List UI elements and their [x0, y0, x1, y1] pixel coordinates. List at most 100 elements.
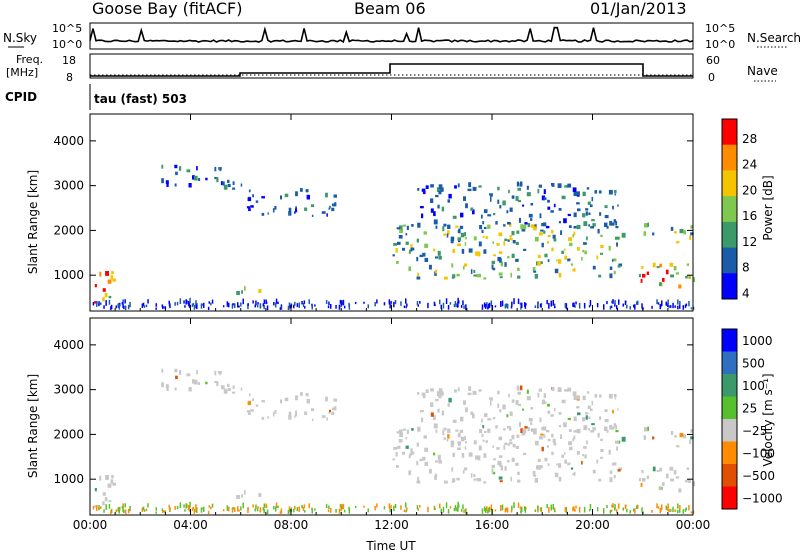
velocity-cell: [674, 509, 676, 512]
power-cell: [376, 299, 378, 304]
velocity-cell: [195, 508, 197, 513]
power-cell: [448, 193, 452, 199]
velocity-cell: [637, 504, 639, 509]
power-cell: [568, 225, 572, 228]
velocity-cell: [263, 508, 265, 514]
power-cell: [483, 277, 487, 280]
velocity-cell: [616, 509, 618, 514]
power-cell: [588, 305, 591, 308]
power-cell: [463, 305, 465, 309]
power-cell: [430, 184, 434, 188]
velocity-cell: [598, 478, 602, 482]
power-cell: [484, 226, 487, 229]
velocity-cell: [613, 423, 617, 427]
velocity-cell: [478, 445, 482, 451]
velocity-cell: [500, 505, 502, 511]
velocity-cell: [111, 475, 114, 479]
power-cell: [500, 301, 502, 307]
power-cell: [647, 222, 649, 227]
power-cell: [506, 303, 509, 309]
power-cell: [402, 224, 407, 227]
velocity-cell: [389, 508, 391, 513]
velocity-cell: [583, 425, 588, 431]
power-cell: [409, 249, 411, 254]
velocity-cell: [511, 505, 513, 511]
velocity-cell: [427, 506, 429, 513]
power-cell: [339, 299, 342, 304]
velocity-cell: [656, 470, 660, 473]
velocity-cell: [615, 440, 619, 444]
velocity-cell: [478, 389, 482, 392]
velocity-cell: [521, 506, 523, 512]
power-cell: [325, 192, 328, 198]
power-cell: [494, 305, 497, 308]
power-cell: [522, 224, 527, 230]
velocity-cell: [564, 389, 568, 392]
velocity-cell: [470, 473, 473, 478]
velocity-cell: [175, 375, 178, 380]
power-cell: [478, 241, 482, 247]
velocity-y-axis-label: Slant Range [km]: [26, 374, 40, 478]
power-cell: [591, 196, 594, 202]
power-cell: [262, 303, 265, 307]
velocity-cell: [435, 429, 438, 433]
power-cell: [141, 303, 144, 308]
power-cell: [492, 241, 495, 244]
power-cell: [184, 305, 186, 308]
velocity-cell: [561, 399, 566, 404]
velocity-cell: [533, 474, 537, 477]
velocity-cell: [640, 482, 643, 487]
power-cell: [568, 237, 572, 242]
power-cell: [183, 300, 185, 304]
velocity-cell: [585, 415, 588, 420]
power-cell: [662, 278, 665, 282]
velocity-cell: [342, 503, 345, 510]
velocity-cell: [266, 509, 269, 515]
power-cell: [395, 248, 398, 253]
velocity-cell: [108, 503, 111, 509]
power-cell: [511, 301, 513, 307]
power-cell: [540, 261, 543, 264]
velocity-cell: [504, 466, 507, 471]
power-cell: [665, 269, 669, 275]
power-cell: [597, 228, 600, 234]
power-cell: [192, 175, 195, 180]
velocity-cell: [537, 505, 539, 511]
power-cell: [250, 205, 254, 208]
nsky-tick-top: 10^5: [52, 22, 82, 35]
velocity-cell: [591, 400, 594, 406]
power-cell: [527, 223, 530, 228]
velocity-cell: [397, 445, 401, 449]
power-cell: [288, 207, 292, 212]
velocity-cell: [302, 507, 305, 511]
power-cell: [674, 231, 677, 234]
power-cell: [155, 307, 157, 310]
power-cell: [547, 234, 551, 238]
velocity-cell: [450, 440, 455, 445]
velocity-cell: [626, 508, 628, 513]
power-cell: [326, 213, 328, 217]
power-cell: [443, 223, 447, 227]
power-cell: [539, 303, 542, 308]
power-panel: 4000 3000 2000 1000 Slant Range [km]: [26, 113, 695, 312]
velocity-cell: [376, 503, 378, 508]
power-cell: [280, 306, 282, 309]
velocity-cell: [534, 509, 537, 512]
velocity-cell: [612, 503, 614, 508]
velocity-cell: [501, 504, 504, 511]
power-cell: [472, 186, 477, 191]
velocity-cell: [236, 495, 240, 499]
velocity-cell: [192, 379, 195, 384]
velocity-cell: [188, 387, 192, 392]
velocity-cell: [231, 507, 234, 513]
velocity-cell: [124, 503, 126, 508]
power-y-axis-label: Slant Range [km]: [26, 170, 40, 274]
velocity-cell: [522, 408, 525, 411]
power-cell: [539, 213, 542, 219]
power-cell: [222, 305, 225, 308]
power-cell: [247, 304, 249, 310]
power-cell: [505, 303, 507, 308]
velocity-cell: [679, 505, 681, 510]
power-cell: [537, 188, 540, 194]
power-cell: [503, 224, 506, 227]
